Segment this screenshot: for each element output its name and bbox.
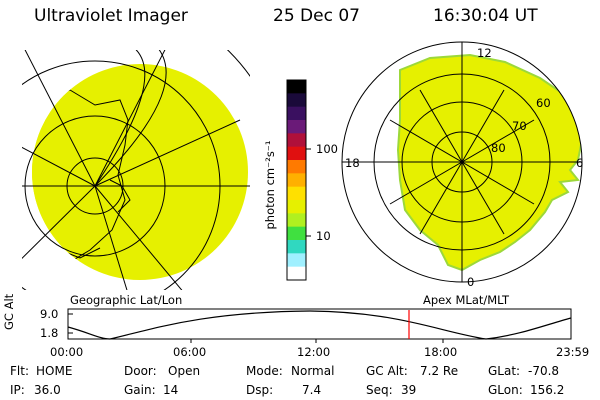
mlat-label-80: 80 xyxy=(491,141,506,155)
timeline-xtick-2: 12:00 xyxy=(297,345,331,359)
instrument-title: Ultraviolet Imager xyxy=(34,6,188,26)
meta-glat-key: GLat: xyxy=(488,364,521,378)
colorbar-segment xyxy=(287,200,306,214)
meta-glat-value: -70.8 xyxy=(528,364,560,378)
meta-dsp-value: 7.4 xyxy=(302,383,322,397)
colorbar-segment xyxy=(287,186,306,201)
colorbar-segment xyxy=(287,173,306,188)
timeline-xtick-4: 23:59 xyxy=(556,345,590,359)
timeline-ytick-low: 1.8 xyxy=(40,326,59,340)
timeline-xtick-3: 18:00 xyxy=(424,345,458,359)
meta-glon-key: GLon: xyxy=(488,383,523,397)
meta-ip-value: 36.0 xyxy=(34,383,61,397)
colorbar-segment xyxy=(287,120,306,134)
orbit-timeline xyxy=(67,308,572,343)
timeline-xtick-0: 00:00 xyxy=(50,345,84,359)
colorbar-segment xyxy=(287,106,306,121)
meta-gain-key: Gain: xyxy=(124,383,156,397)
colorbar-segment xyxy=(287,133,306,148)
mlt-label-6: 6 xyxy=(576,156,584,170)
meta-door-key: Door: xyxy=(124,364,157,378)
colorbar-frame xyxy=(286,79,307,281)
meta-seq-value: 39 xyxy=(401,383,417,397)
meta-seq-key: Seq: xyxy=(366,383,393,397)
meta-flt-value: HOME xyxy=(36,364,73,378)
meta-flt-key: Flt: xyxy=(10,364,29,378)
colorbar-segment xyxy=(287,213,306,228)
mlat-label-70: 70 xyxy=(512,119,527,133)
colorbar-segment xyxy=(287,146,306,161)
mlt-label-0: 0 xyxy=(467,275,475,289)
meta-gcalt-key: GC Alt: xyxy=(366,364,408,378)
apex-caption: Apex MLat/MLT xyxy=(423,293,510,307)
meta-ip-key: IP: xyxy=(10,383,25,397)
timeline-xtick-1: 06:00 xyxy=(173,345,207,359)
colorbar-segment xyxy=(287,160,306,174)
colorbar-segment xyxy=(287,266,306,281)
timeline-ylabel: GC Alt xyxy=(2,293,16,330)
time-label: 16:30:04 UT xyxy=(433,6,538,26)
colorbar-segment xyxy=(287,93,306,108)
colorbar-segment xyxy=(287,80,306,94)
date-label: 25 Dec 07 xyxy=(273,6,360,26)
apex-polar-panel xyxy=(341,41,583,283)
mlt-label-12: 12 xyxy=(477,46,492,60)
lat-lon-grid xyxy=(22,50,250,290)
colorbar-unit-label: photon cm⁻²s⁻¹ xyxy=(263,140,277,230)
colorbar-segment xyxy=(287,240,306,254)
colorbar xyxy=(287,80,306,281)
meta-mode-value: Normal xyxy=(291,364,335,378)
meta-door-value: Open xyxy=(168,364,201,378)
timeline-ytick-high: 9.0 xyxy=(40,307,59,321)
timeline-frame xyxy=(67,308,572,340)
meta-dsp-key: Dsp: xyxy=(246,383,274,397)
altitude-curve xyxy=(67,310,572,340)
mlt-label-18: 18 xyxy=(345,156,360,170)
meta-gcalt-value: 7.2 Re xyxy=(420,364,459,378)
mlat-mlt-grid xyxy=(341,41,583,283)
meta-mode-key: Mode: xyxy=(246,364,283,378)
colorbar-label-10: 10 xyxy=(316,229,331,243)
meta-glon-value: 156.2 xyxy=(530,383,565,397)
geographic-caption: Geographic Lat/Lon xyxy=(70,293,183,307)
colorbar-segment xyxy=(287,253,306,268)
colorbar-label-100: 100 xyxy=(316,142,338,156)
meta-gain-value: 14 xyxy=(163,383,179,397)
colorbar-segment xyxy=(287,226,306,241)
mlat-label-60: 60 xyxy=(536,96,551,110)
